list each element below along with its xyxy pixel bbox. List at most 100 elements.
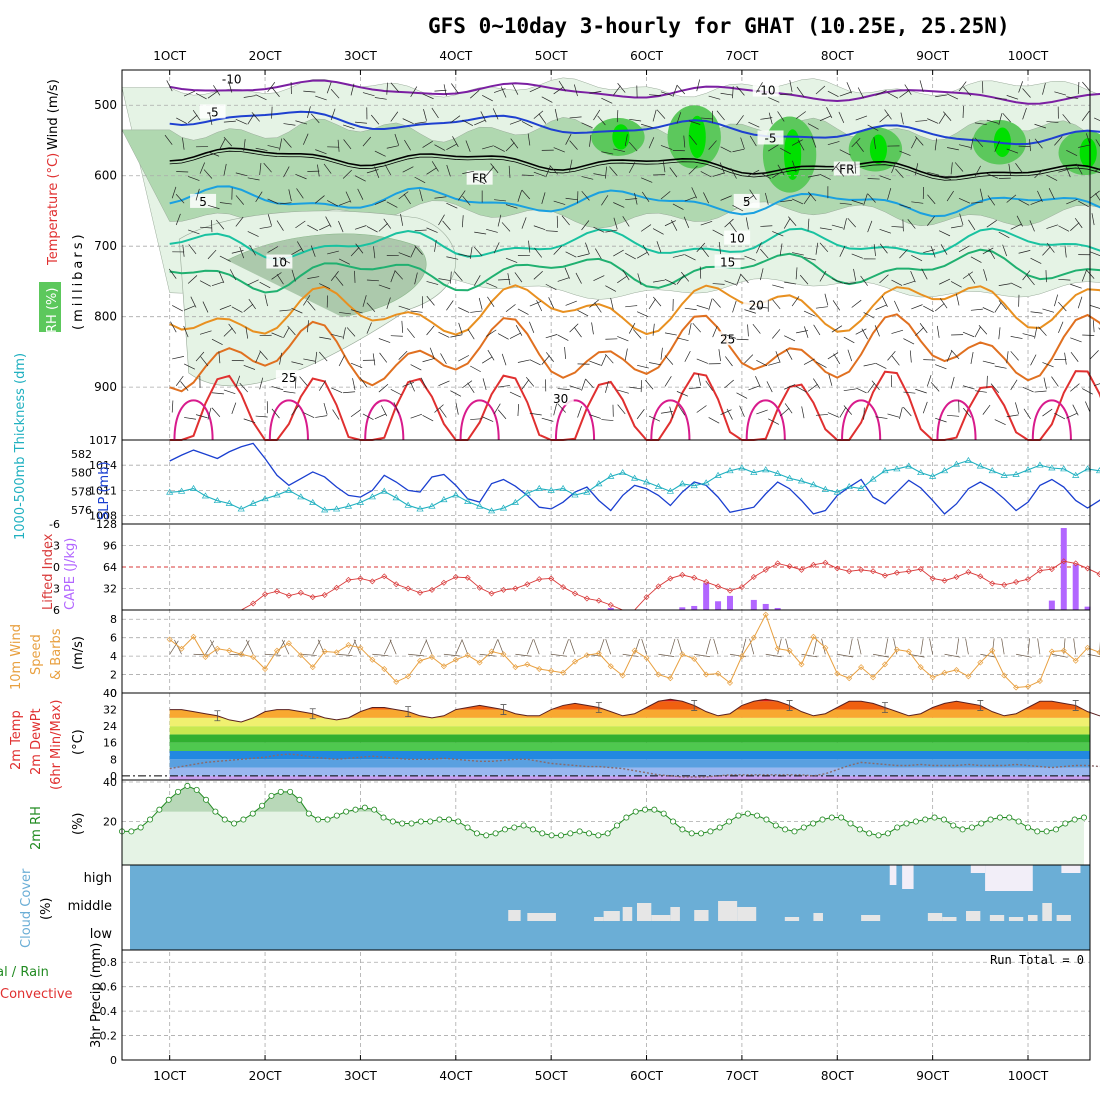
wind-barb xyxy=(1034,123,1047,129)
wind-barb xyxy=(950,376,955,389)
wind-barb xyxy=(768,97,780,103)
wind-speed-point xyxy=(524,661,531,668)
wind-barb xyxy=(939,278,951,285)
wind-barb xyxy=(768,361,780,366)
wind-barb xyxy=(295,376,297,389)
wind-barb xyxy=(494,199,507,202)
wind-barb xyxy=(276,220,284,231)
pressure-tick-label: 500 xyxy=(94,98,117,112)
thickness-point xyxy=(845,482,853,490)
wind-barb xyxy=(744,354,754,364)
wind-barb xyxy=(187,114,198,124)
wind-barb xyxy=(839,407,847,418)
wind-barb xyxy=(760,268,764,281)
wind-barb xyxy=(764,192,769,205)
wind-barb xyxy=(887,188,892,200)
wind-barb xyxy=(487,349,495,361)
rh-core-bright xyxy=(688,115,706,159)
rh-point xyxy=(399,820,406,827)
wind-barb xyxy=(863,312,875,319)
wind-barb xyxy=(481,356,493,364)
wind-barb xyxy=(899,90,910,98)
wind-barb xyxy=(283,391,296,394)
wind-barb xyxy=(303,295,311,306)
wind-barb xyxy=(752,323,761,334)
wind-barb xyxy=(994,302,1002,313)
wind-10m-barb xyxy=(741,638,747,655)
isotherm-35-loop xyxy=(650,399,691,441)
rh-point xyxy=(445,816,452,823)
wind-barb xyxy=(1030,311,1043,314)
wind-barb xyxy=(1022,386,1034,393)
wind-barb xyxy=(1070,351,1079,362)
wind-barb xyxy=(748,121,760,128)
wind-barb xyxy=(505,204,518,209)
li-point xyxy=(893,569,900,576)
wind-barb xyxy=(390,82,399,93)
wind-barb xyxy=(664,278,676,285)
wind-tick-label: 8 xyxy=(110,613,117,626)
wind-barb xyxy=(338,200,351,206)
wind-barb xyxy=(1085,401,1091,413)
wind-barb xyxy=(634,192,638,205)
li-point xyxy=(1084,565,1091,572)
wind-10m-barb xyxy=(785,638,790,655)
wind-barb xyxy=(640,224,652,232)
cape-bar xyxy=(762,603,769,610)
isotherm-label: FR xyxy=(839,162,854,176)
wind-speed-point xyxy=(238,651,245,658)
wind-barb xyxy=(243,139,246,152)
wind-barb xyxy=(915,136,924,146)
wind-barb xyxy=(744,309,756,314)
y-label-millibars: (millibars) xyxy=(71,231,86,330)
thickness-point xyxy=(750,468,758,476)
wind-barb xyxy=(791,139,803,146)
wind-barb xyxy=(565,197,578,201)
wind-speed-point xyxy=(703,671,710,678)
wind-barb xyxy=(1046,224,1058,229)
wind-barb xyxy=(998,300,1007,310)
isotherm-label: 15 xyxy=(720,256,735,270)
wind-tick-label: 2 xyxy=(110,669,117,682)
wind-speed-point xyxy=(798,661,805,668)
wind-10m-barb xyxy=(1051,653,1068,658)
wind-barb xyxy=(927,194,936,205)
wind-barb xyxy=(1006,194,1017,203)
wind-barb xyxy=(656,109,666,119)
li-point xyxy=(643,594,650,601)
li-point xyxy=(810,561,817,568)
wind-10m-barb xyxy=(281,639,290,655)
wind-barb xyxy=(398,350,408,360)
wind-barb xyxy=(1070,222,1080,231)
wind-barb xyxy=(533,110,544,119)
wind-barb xyxy=(374,97,387,100)
wind-barb xyxy=(431,161,439,172)
wind-barb xyxy=(414,245,423,255)
wind-barb xyxy=(517,359,530,363)
wind-barb xyxy=(332,409,340,420)
wind-barb xyxy=(736,86,745,96)
cloud-middle-block xyxy=(927,913,943,921)
temp-band xyxy=(169,701,1090,710)
wind-10m-barb xyxy=(658,653,675,657)
wind-barb xyxy=(792,252,804,256)
cape-bar xyxy=(1072,564,1079,610)
thickness-tick-label: 576 xyxy=(71,504,92,517)
wind-10m-barb xyxy=(533,639,540,655)
wind-barb xyxy=(352,378,356,391)
thickness-point xyxy=(1060,465,1068,472)
wind-10m-barb xyxy=(1037,638,1041,655)
thickness-point xyxy=(523,489,531,496)
wind-barb xyxy=(696,405,707,413)
wind-barb xyxy=(223,136,233,147)
rh-point xyxy=(147,816,154,823)
wind-barb xyxy=(426,281,439,285)
wind-barb xyxy=(962,385,975,390)
wind-barb xyxy=(410,246,417,258)
cloud-middle-block xyxy=(594,917,604,921)
wind-barb xyxy=(963,86,972,97)
precip-tick-label: 0.4 xyxy=(100,1005,118,1018)
wind-barb xyxy=(712,325,718,338)
wind-10m-barb xyxy=(336,653,353,656)
